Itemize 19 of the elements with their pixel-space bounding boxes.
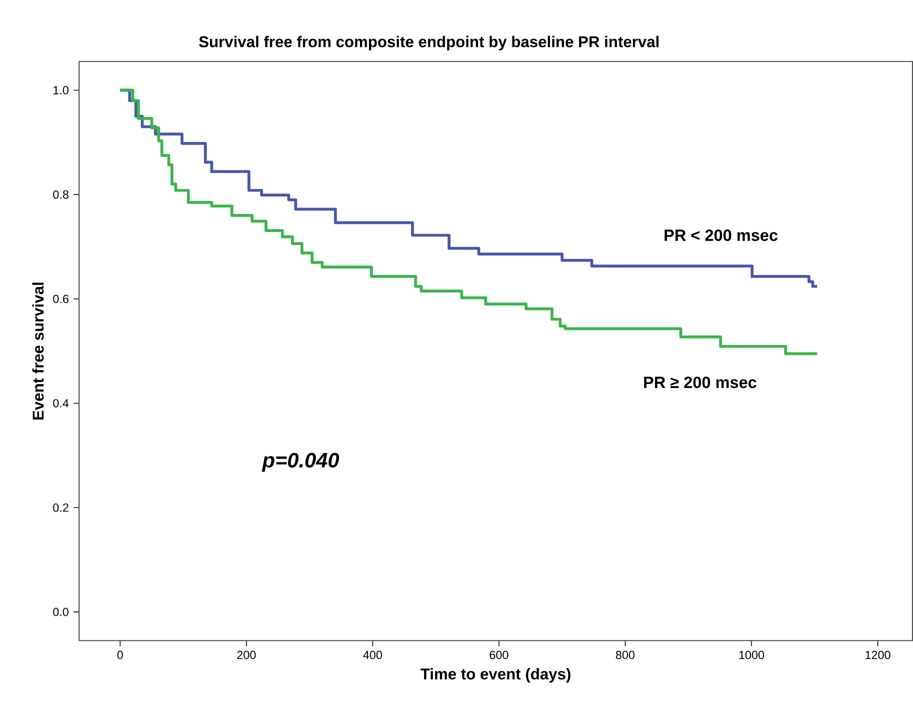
x-tick-label: 600	[490, 650, 508, 660]
x-tick-label: 0	[117, 650, 123, 660]
y-tick-label: 0.8	[53, 190, 68, 199]
y-tick-label: 1.0	[54, 86, 69, 94]
series-label: PR < 200 msec	[664, 230, 778, 242]
y-tick-label: 0.4	[53, 399, 69, 408]
x-tick-label: 200	[237, 650, 256, 660]
x-tick-label: 1000	[739, 650, 764, 660]
y-axis-title: Event free survival	[32, 282, 44, 420]
x-tick-label: 800	[616, 650, 635, 660]
x-tick-label: 400	[363, 650, 382, 660]
y-tick-label: 0.0	[53, 608, 69, 616]
x-tick-label: 1200	[866, 650, 890, 660]
series-label: PR ≥ 200 msec	[644, 376, 756, 388]
annotation: p=0.040	[262, 452, 340, 472]
y-tick-label: 0.2	[53, 503, 68, 512]
x-axis-title: Time to event (days)	[420, 668, 570, 683]
y-tick-label: 0.6	[53, 294, 68, 304]
chart-title: Survival free from composite endpoint by baseline PR interval	[199, 36, 659, 50]
